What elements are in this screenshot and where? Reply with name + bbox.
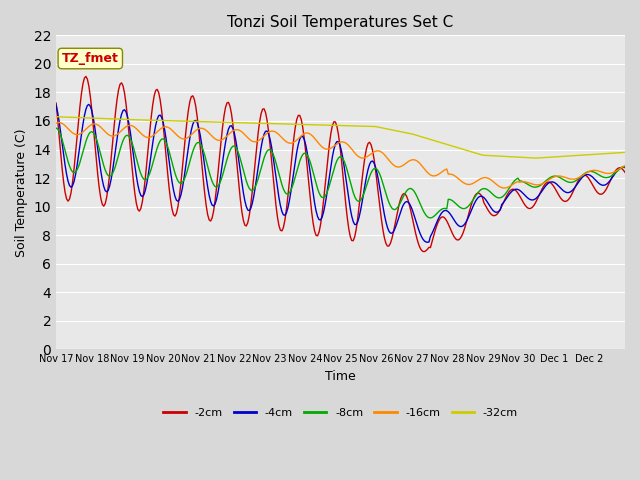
Legend: -2cm, -4cm, -8cm, -16cm, -32cm: -2cm, -4cm, -8cm, -16cm, -32cm — [159, 403, 522, 422]
X-axis label: Time: Time — [325, 370, 356, 383]
Y-axis label: Soil Temperature (C): Soil Temperature (C) — [15, 128, 28, 257]
Text: TZ_fmet: TZ_fmet — [62, 52, 119, 65]
Title: Tonzi Soil Temperatures Set C: Tonzi Soil Temperatures Set C — [227, 15, 454, 30]
